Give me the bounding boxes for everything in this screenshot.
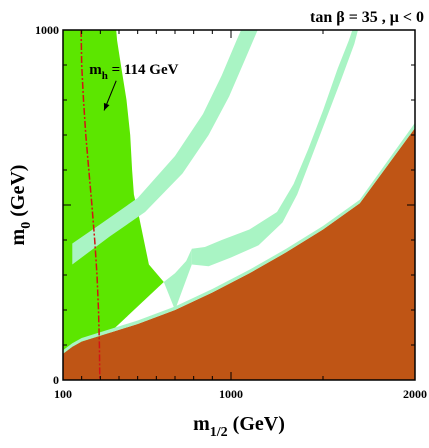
y-axis-title: m0 (GeV) bbox=[7, 165, 34, 246]
mh-114-line bbox=[80, 30, 101, 380]
region-relic-density-band bbox=[72, 30, 258, 265]
x-tick-label: 100 bbox=[54, 387, 72, 401]
x-tick-label: 2000 bbox=[403, 387, 427, 401]
x-axis-title: m1/2 (GeV) bbox=[193, 413, 285, 440]
region-excluded-stau-lsp bbox=[63, 128, 415, 380]
region-excluded-b-to-s-gamma bbox=[63, 30, 164, 354]
annotation-mh: mh = 114 GeV bbox=[89, 62, 179, 111]
region-relic-density-funnel-left bbox=[163, 248, 192, 310]
region-relic-density-funnel-right bbox=[191, 30, 358, 267]
x-tick-label: 1000 bbox=[219, 387, 243, 401]
mh-line-group bbox=[80, 30, 101, 380]
chart-title: tan β = 35 , μ < 0 bbox=[310, 9, 424, 26]
y-tick-label: 1000 bbox=[35, 23, 59, 37]
chart-regions bbox=[63, 30, 415, 380]
axis-ticks: 100 1000 2000 0 1000 bbox=[35, 23, 427, 401]
annotation-arrowhead bbox=[103, 102, 110, 111]
y-tick-label: 0 bbox=[53, 373, 59, 387]
annotation-label: mh = 114 GeV bbox=[89, 62, 178, 82]
